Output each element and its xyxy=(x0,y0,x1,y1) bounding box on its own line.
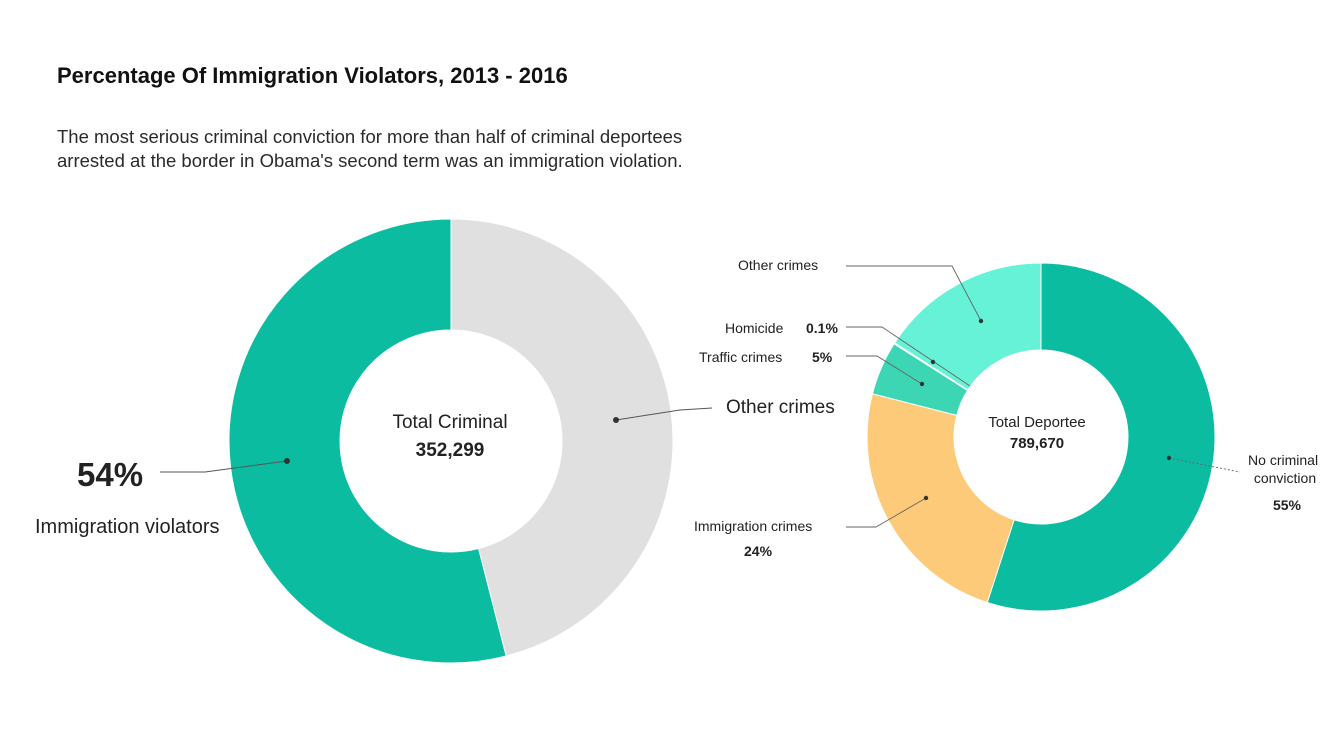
leader-dot xyxy=(613,417,619,423)
slice-other-crimes-left xyxy=(450,218,674,657)
slice-immigration-crimes xyxy=(866,393,1015,604)
chart-subtitle: The most serious criminal conviction for… xyxy=(57,125,877,173)
callout-no-criminal-conviction: No criminal conviction 55% xyxy=(1166,452,1322,513)
leader-dot xyxy=(284,458,290,464)
slice-no-criminal-conviction xyxy=(986,262,1216,612)
callout-traffic-crimes: Traffic crimes 5% xyxy=(699,349,925,387)
subtitle-line-2: arrested at the border in Obama's second… xyxy=(57,150,683,171)
slice-other-crimes-right xyxy=(893,262,1042,391)
value-immigration-crimes: 24% xyxy=(744,543,773,559)
label-immigration-violators: Immigration violators xyxy=(35,516,220,538)
label-no-criminal-line-1: No criminal xyxy=(1248,452,1318,468)
label-homicide: Homicide xyxy=(725,320,784,336)
chart-title: Percentage Of Immigration Violators, 201… xyxy=(57,63,568,88)
slice-immigration-violators xyxy=(228,218,507,664)
subtitle-line-1: The most serious criminal conviction for… xyxy=(57,126,683,147)
label-other-crimes-right: Other crimes xyxy=(738,257,818,273)
label-54-percent: 54% xyxy=(77,456,143,493)
callout-immigration-crimes: Immigration crimes 24% xyxy=(694,495,929,559)
left-donut xyxy=(228,218,674,664)
callout-immigration-violators: 54% Immigration violators xyxy=(35,456,290,538)
leader-line xyxy=(160,460,288,473)
callout-homicide: Homicide 0.1% xyxy=(725,320,971,387)
value-traffic-crimes: 5% xyxy=(812,349,833,365)
right-center-value: 789,670 xyxy=(1010,435,1064,452)
leader-line xyxy=(615,407,713,421)
callout-other-crimes-right: Other crimes xyxy=(738,257,984,324)
label-traffic-crimes: Traffic crimes xyxy=(699,349,782,365)
value-homicide: 0.1% xyxy=(806,320,838,336)
left-center-label: Total Criminal xyxy=(392,412,507,433)
label-immigration-crimes: Immigration crimes xyxy=(694,518,812,534)
callout-other-crimes-left: Other crimes xyxy=(613,397,835,423)
label-no-criminal-conviction: No criminal conviction xyxy=(1248,452,1322,486)
right-donut xyxy=(866,262,1216,612)
right-center-label: Total Deportee xyxy=(988,414,1086,431)
label-other-crimes-left: Other crimes xyxy=(726,397,835,418)
label-no-criminal-line-2: conviction xyxy=(1254,470,1316,486)
value-no-criminal-conviction: 55% xyxy=(1273,497,1302,513)
left-center-value: 352,299 xyxy=(416,440,485,461)
